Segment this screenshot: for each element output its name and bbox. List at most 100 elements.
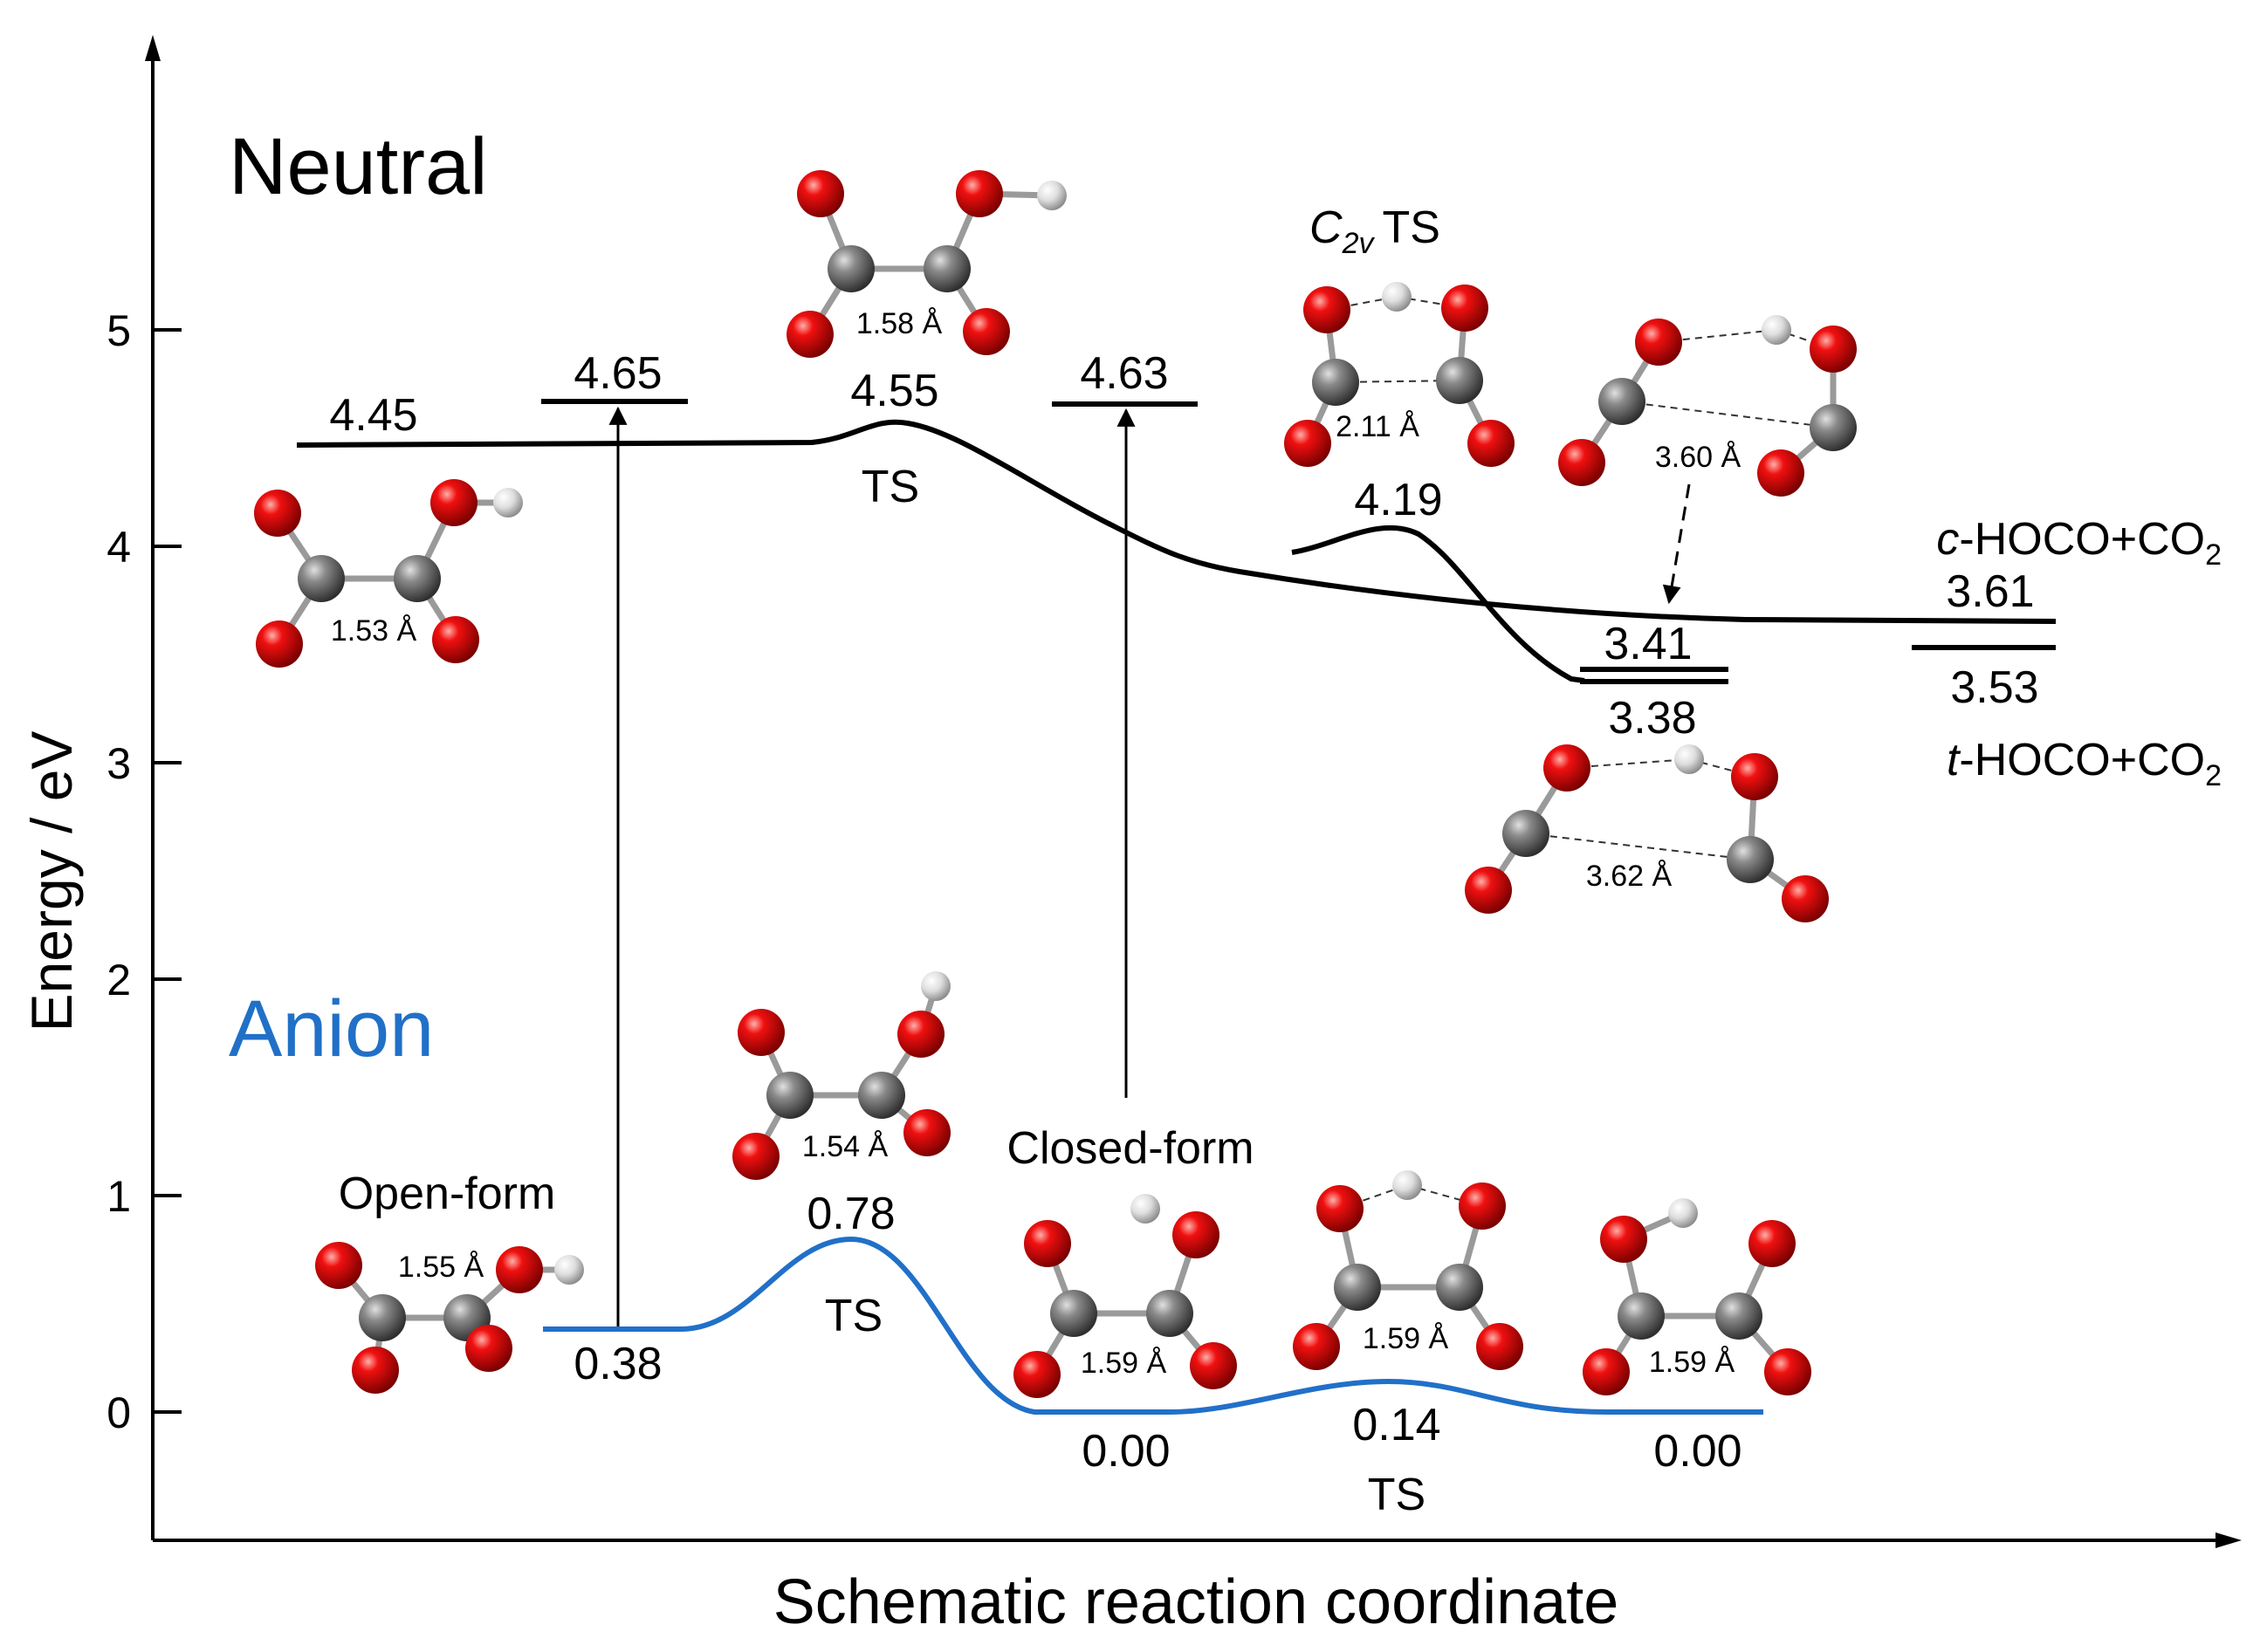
hydrogen-atom	[554, 1255, 584, 1285]
y-axis-arrowhead	[145, 35, 161, 61]
y-tick-label: 5	[106, 306, 131, 355]
energy-3-53: 3.53	[1950, 662, 2038, 713]
oxygen-atom	[732, 1133, 780, 1180]
hydrogen-atom	[921, 971, 951, 1001]
energy-4-63: 4.63	[1080, 348, 1168, 399]
carbon-atom	[1436, 357, 1483, 404]
oxygen-atom	[315, 1242, 362, 1289]
neutral-state-label: Neutral	[229, 122, 488, 211]
carbon-atom	[1810, 404, 1857, 451]
carbon-atom	[1334, 1264, 1381, 1311]
oxygen-atom	[903, 1109, 951, 1156]
bond-length-anion-ts-2: 1.59 Å	[1363, 1322, 1449, 1355]
y-ticks: 0 1 2 3 4 5	[106, 306, 182, 1437]
carbon-atom	[1727, 836, 1774, 883]
carbon-atom	[1715, 1292, 1762, 1340]
oxygen-atom	[1190, 1342, 1237, 1389]
oxygen-atom	[1810, 326, 1857, 373]
c2v-ts-label: C2v TS	[1309, 202, 1440, 260]
oxygen-atom	[1764, 1348, 1811, 1395]
hydrogen-atom	[1392, 1170, 1422, 1200]
oxygen-atom	[1543, 744, 1590, 792]
energy-4-65: 4.65	[574, 348, 662, 399]
carbon-atom	[1312, 359, 1359, 406]
closed-form-label: Closed-form	[1006, 1123, 1254, 1174]
oxygen-atom	[1293, 1323, 1340, 1370]
y-tick-label: 2	[106, 956, 131, 1004]
open-form-label: Open-form	[339, 1169, 556, 1219]
y-tick-label: 3	[106, 739, 131, 788]
oxygen-atom	[465, 1325, 512, 1372]
molecule-anion-open	[315, 1242, 584, 1394]
energy-0-00-a: 0.00	[1082, 1426, 1170, 1477]
oxygen-atom	[1748, 1220, 1796, 1267]
energy-4-55: 4.55	[850, 366, 938, 416]
hydrogen-atom	[1668, 1198, 1698, 1228]
oxygen-atom	[496, 1246, 543, 1293]
oxygen-atom	[1013, 1351, 1061, 1398]
y-tick-label: 4	[106, 523, 131, 572]
bond-length-anion-closed-2: 1.59 Å	[1649, 1346, 1735, 1379]
molecule-structures	[254, 170, 1857, 1398]
y-tick-label: 0	[106, 1388, 131, 1437]
oxygen-atom	[352, 1347, 399, 1394]
molecule-neutral-c-hoco	[1558, 315, 1857, 497]
axes: 0 1 2 3 4 5 Energy / eV Schematic reaction co…	[19, 35, 2242, 1637]
molecule-anion-ts-2	[1293, 1170, 1523, 1370]
energy-0-14: 0.14	[1352, 1400, 1440, 1450]
oxygen-atom	[1303, 286, 1350, 333]
oxygen-atom	[1465, 867, 1512, 914]
energy-0-00-b: 0.00	[1653, 1426, 1741, 1477]
carbon-atom	[394, 555, 441, 602]
bond-length-anion-ts: 1.54 Å	[802, 1130, 889, 1163]
energy-0-78: 0.78	[807, 1189, 895, 1239]
hydrogen-atom	[493, 488, 523, 518]
oxygen-atom	[1635, 319, 1682, 366]
oxygen-atom	[1600, 1216, 1647, 1263]
energy-3-41: 3.41	[1604, 619, 1692, 669]
energy-0-38: 0.38	[574, 1339, 662, 1389]
dashed-bond	[1525, 833, 1751, 860]
neutral-curve-c2v	[1291, 524, 1585, 683]
bond-length-anion-open: 1.55 Å	[398, 1251, 484, 1284]
oxygen-atom	[256, 620, 303, 668]
neutral-pathway	[296, 399, 2057, 1329]
molecule-anion-closed-2	[1583, 1198, 1811, 1395]
x-axis-arrowhead	[2215, 1532, 2242, 1548]
dashed-bond	[1658, 329, 1777, 343]
oxygen-atom	[1284, 420, 1331, 467]
oxygen-atom	[963, 308, 1010, 355]
carbon-atom	[858, 1072, 905, 1119]
oxygen-atom	[1467, 420, 1515, 467]
energy-3-61: 3.61	[1946, 566, 2034, 617]
oxygen-atom	[956, 170, 1003, 217]
carbon-atom	[1050, 1290, 1097, 1337]
c-hoco-co2-label: c-HOCO+CO2	[1936, 514, 2222, 572]
ts-label-neutral: TS	[862, 462, 919, 512]
oxygen-atom	[1731, 753, 1778, 800]
bond-length-neutral-open: 1.53 Å	[331, 614, 417, 648]
molecule-neutral-c2v	[1284, 282, 1515, 467]
carbon-atom	[1598, 378, 1645, 425]
energy-4-45: 4.45	[329, 390, 417, 441]
oxygen-atom	[787, 311, 834, 358]
hydrogen-atom	[1762, 315, 1791, 345]
oxygen-atom	[432, 616, 479, 663]
carbon-atom	[359, 1294, 406, 1341]
carbon-atom	[828, 245, 875, 292]
hydrogen-atom	[1037, 181, 1067, 210]
y-tick-label: 1	[106, 1172, 131, 1221]
oxygen-atom	[1757, 449, 1804, 497]
oxygen-atom	[1558, 439, 1605, 486]
carbon-atom	[924, 245, 971, 292]
ts-label-anion-1: TS	[825, 1291, 883, 1341]
anion-curve	[543, 1236, 1763, 1415]
oxygen-atom	[430, 479, 477, 526]
oxygen-atom	[897, 1011, 945, 1058]
carbon-atom	[1618, 1292, 1665, 1340]
bond-length-anion-closed-1: 1.59 Å	[1081, 1347, 1167, 1380]
carbon-atom	[766, 1072, 814, 1119]
oxygen-atom	[1441, 284, 1488, 332]
carbon-atom	[298, 555, 345, 602]
